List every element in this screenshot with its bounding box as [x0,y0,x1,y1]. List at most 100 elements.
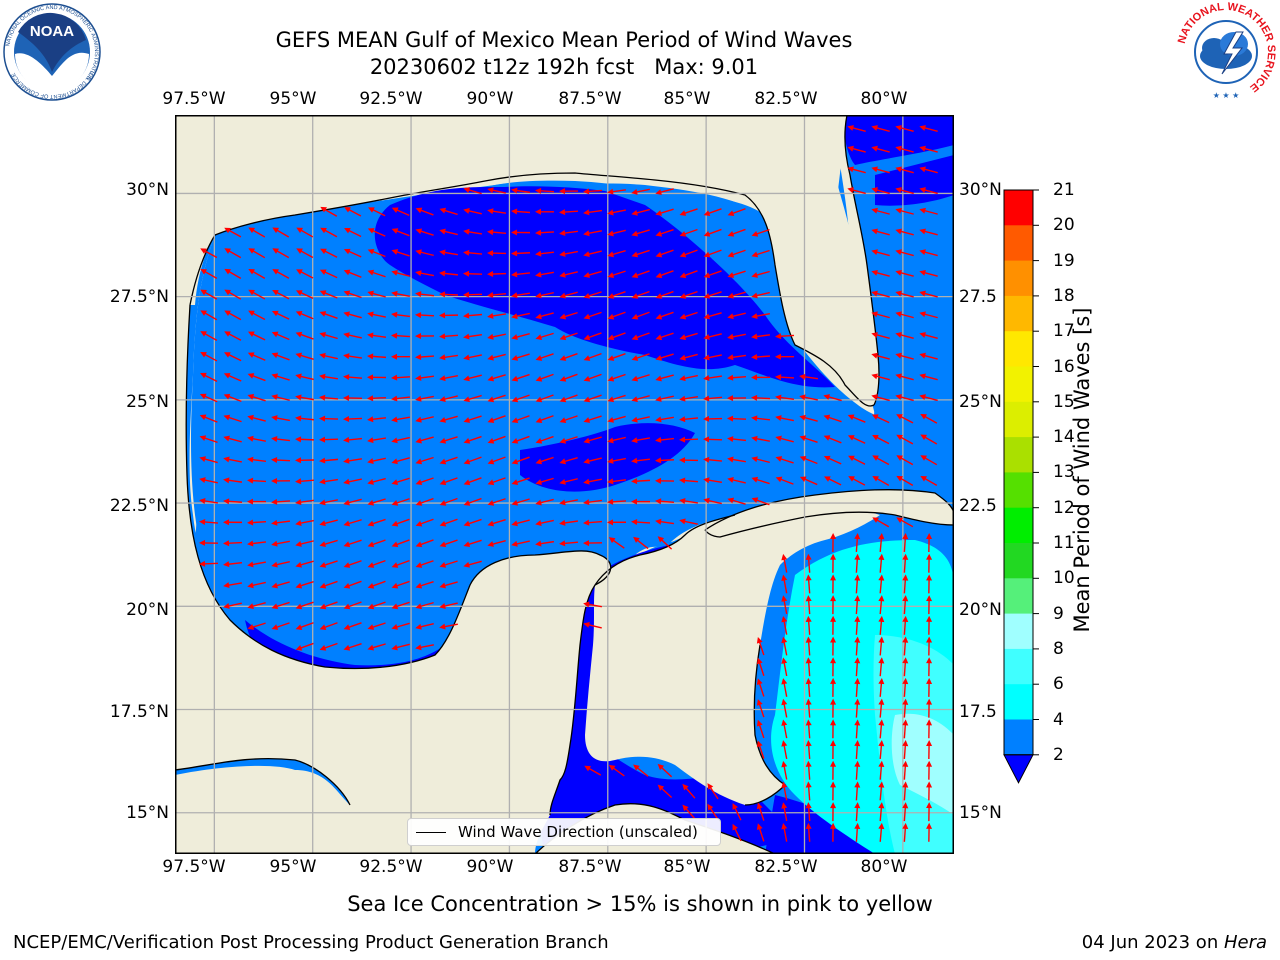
wind-wave-arrow [871,249,890,257]
wind-wave-arrow [223,519,243,526]
wind-wave-arrow [583,540,603,547]
wind-wave-arrow [679,518,698,525]
wind-wave-arrow [919,290,938,298]
wind-wave-arrow [487,208,507,215]
wind-wave-arrow [871,228,890,236]
wind-wave-arrow [830,740,837,760]
wind-wave-arrow [871,332,890,340]
wind-wave-arrow [535,208,555,215]
wind-wave-arrow [805,615,812,635]
lat-tick-right: 27.5 [959,287,997,307]
wind-wave-arrow [319,311,338,319]
wind-wave-arrow [902,657,909,677]
wind-wave-arrow [295,457,315,464]
wind-wave-arrow [511,519,530,527]
wind-wave-arrow [391,622,410,630]
wind-wave-arrow [463,333,483,340]
nws-logo: NATIONAL WEATHER SERVICE ★ ★ ★ [1176,1,1277,100]
wind-wave-arrow [367,374,387,381]
wind-wave-arrow [271,560,290,568]
wind-wave-arrow [415,228,434,236]
wind-wave-arrow [343,601,362,610]
wind-wave-arrow [487,539,506,547]
wind-wave-arrow [878,822,885,842]
wind-wave-arrow [367,580,386,589]
footer-date-line: 04 Jun 2023 on Hera [1082,932,1267,954]
wind-wave-arrow [583,478,602,485]
wind-wave-arrow [463,270,483,277]
wind-wave-arrow [878,574,885,594]
wind-wave-arrow [415,560,434,568]
wind-wave-arrow [295,540,314,547]
wind-wave-arrow [830,698,837,718]
wind-wave-arrow [919,145,938,153]
wind-wave-arrow [781,657,788,677]
lon-tick-top: 97.5°W [162,89,226,109]
wind-wave-arrow [271,456,291,463]
wind-wave-arrow [902,740,909,760]
wind-wave-arrow [199,539,219,546]
lon-tick-top: 85°W [663,89,711,109]
wind-wave-arrow [926,740,933,760]
colorbar-segment [1004,578,1033,615]
wind-wave-arrow [415,539,434,548]
wind-wave-arrow [799,435,818,443]
wind-wave-arrow [655,249,674,258]
wind-wave-arrow [559,540,579,547]
colorbar-tick-label: 9 [1053,603,1064,624]
wind-wave-arrow [247,435,266,442]
wind-wave-arrow [319,290,338,299]
wind-wave-arrow [343,290,362,299]
wind-wave-arrow [367,290,386,298]
wind-wave-arrow [367,601,386,610]
lon-tick-top: 80°W [860,89,908,109]
wind-wave-arrow [439,228,458,236]
lon-tick-top: 95°W [269,89,317,109]
wind-wave-arrow [732,823,742,842]
wind-wave-arrow [805,595,812,615]
wind-wave-arrow [535,332,554,341]
colorbar-segment [1004,366,1033,403]
wind-wave-arrow [920,455,938,466]
colorbar-tick-label: 17 [1053,321,1075,342]
wind-wave-arrow [631,374,650,382]
wind-wave-arrow [727,228,746,237]
wind-wave-arrow [707,803,719,820]
wind-wave-arrow [247,498,267,505]
wind-wave-arrow [367,416,387,423]
wind-wave-arrow [535,229,555,236]
wind-wave-arrow [247,394,266,402]
wind-wave-arrow [463,312,483,319]
wind-wave-arrow [655,436,675,443]
wind-wave-arrow [247,581,266,589]
wind-wave-arrow [926,657,933,677]
wind-wave-arrow [583,188,603,195]
nws-stars-icon: ★ ★ ★ [1213,91,1240,100]
wind-wave-arrow [535,519,554,527]
wind-wave-arrow [781,553,788,573]
wind-wave-arrow [847,414,866,423]
wind-wave-arrow [727,291,746,299]
wind-wave-arrow [415,249,434,257]
wind-wave-arrow [463,560,482,568]
wind-wave-arrow [679,416,699,423]
wind-wave-arrow [487,519,506,527]
wind-wave-arrow [631,311,650,320]
wind-wave-arrow [902,822,909,842]
wind-wave-arrow [781,574,788,594]
wind-wave-arrow [391,249,410,257]
wind-wave-arrow [781,719,788,739]
wind-wave-arrow [854,781,861,801]
wind-wave-arrow [415,312,435,319]
wind-wave-arrow [367,311,386,318]
wind-wave-arrow [823,435,842,444]
wind-wave-arrow [727,374,747,381]
wind-wave-arrow [703,415,723,422]
colorbar-segment [1004,225,1033,262]
wind-wave-arrow [487,333,506,340]
wind-wave-arrow [805,698,812,718]
wind-wave-arrow [872,475,890,486]
wind-wave-arrow [848,476,866,486]
wind-wave-arrow [535,435,554,444]
wind-wave-arrow [830,574,837,594]
